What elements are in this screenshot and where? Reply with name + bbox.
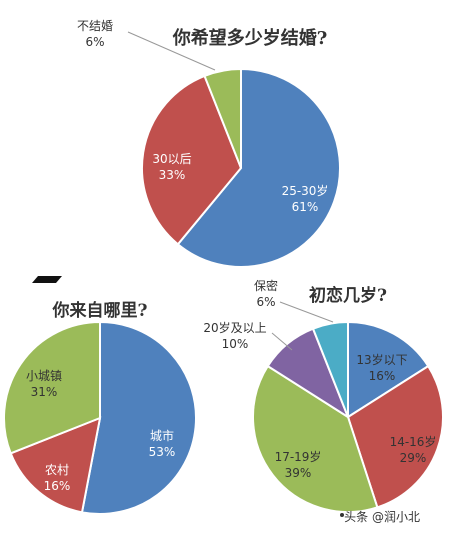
label-leader-line <box>271 332 293 351</box>
label-leader-line <box>127 31 216 71</box>
slice-label: 13岁以下 <box>356 352 407 367</box>
pie-slice-0-1 <box>141 74 243 246</box>
chart-title-hometown: 你来自哪里? <box>52 300 148 321</box>
pie-slice-2-4 <box>311 320 349 418</box>
pie-hometown <box>3 320 197 515</box>
slice-label: 17-19岁 <box>275 449 322 464</box>
slice-percent-label: 33% <box>159 168 186 182</box>
slice-label: 保密 <box>254 278 278 293</box>
pie-slice-0-2 <box>203 67 242 169</box>
slice-percent-label: 39% <box>285 466 312 480</box>
label-leader-line <box>279 301 334 323</box>
slice-percent-label: 16% <box>44 479 71 493</box>
pie-marriage-age <box>141 67 341 268</box>
slice-label: 30以后 <box>152 152 191 166</box>
watermark-text: 头条 @润小北 <box>344 510 420 524</box>
pie-slice-2-1 <box>346 364 444 509</box>
slice-percent-label: 6% <box>85 35 104 49</box>
pie-first-love-age <box>252 320 444 513</box>
slice-percent-label: 61% <box>292 200 319 214</box>
pie-slice-0-0 <box>176 67 341 268</box>
slice-percent-label: 6% <box>256 295 275 309</box>
chart-title-first-love-age: 初恋几岁? <box>309 285 387 306</box>
slice-label: 不结婚 <box>77 19 113 33</box>
slice-percent-label: 10% <box>222 337 249 351</box>
chart-title-marriage-age: 你希望多少岁结婚? <box>172 27 328 49</box>
slice-label: 25-30岁 <box>282 183 329 198</box>
slice-label: 20岁及以上 <box>203 320 266 335</box>
watermark-dot <box>340 513 344 517</box>
slice-label: 城市 <box>150 428 174 443</box>
pie-slice-1-0 <box>80 320 197 515</box>
slice-percent-label: 53% <box>149 445 176 459</box>
pie-slice-2-0 <box>347 320 430 419</box>
pie-slice-1-2 <box>3 320 101 455</box>
pie-slice-2-2 <box>252 364 379 513</box>
slice-label: 14-16岁 <box>390 434 437 449</box>
pie-slice-1-1 <box>9 416 102 514</box>
slice-percent-label: 29% <box>400 451 427 465</box>
slice-percent-label: 16% <box>369 369 396 383</box>
pie-labels: 25-30岁 61% 30以后 33% 不结婚 6% 城市 53% 农村 16% 小城镇 31% 13岁… <box>26 19 436 493</box>
slice-label: 农村 <box>45 463 69 477</box>
decorative-shape <box>32 276 62 283</box>
slice-percent-label: 31% <box>31 385 58 399</box>
slice-label: 小城镇 <box>26 369 62 383</box>
